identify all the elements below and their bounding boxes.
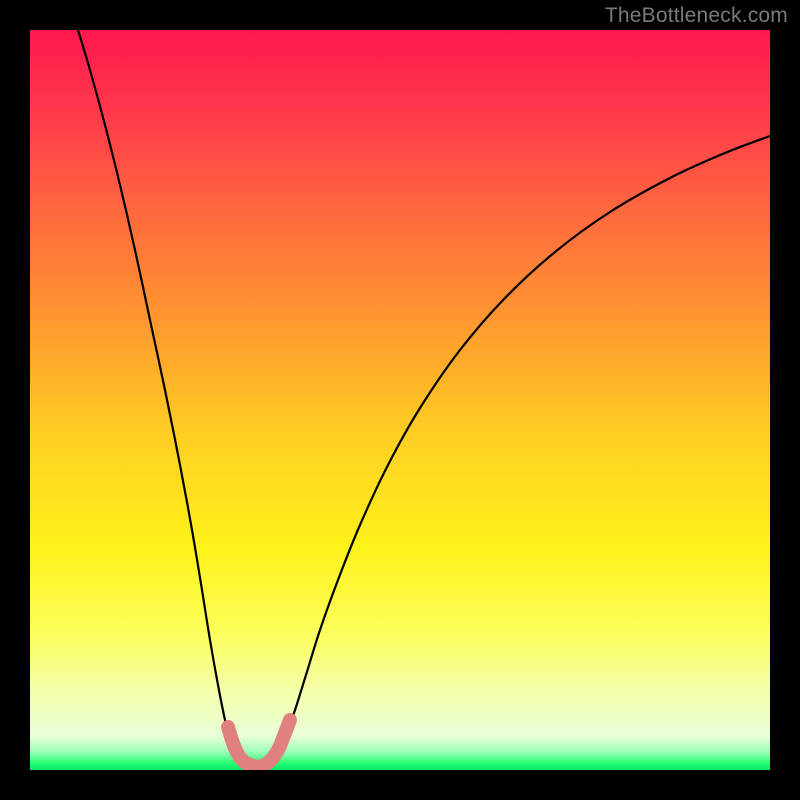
watermark-text: TheBottleneck.com [605,4,788,28]
chart-frame: TheBottleneck.com [0,0,800,800]
plot-background [30,30,770,770]
bottleneck-chart [0,0,800,800]
